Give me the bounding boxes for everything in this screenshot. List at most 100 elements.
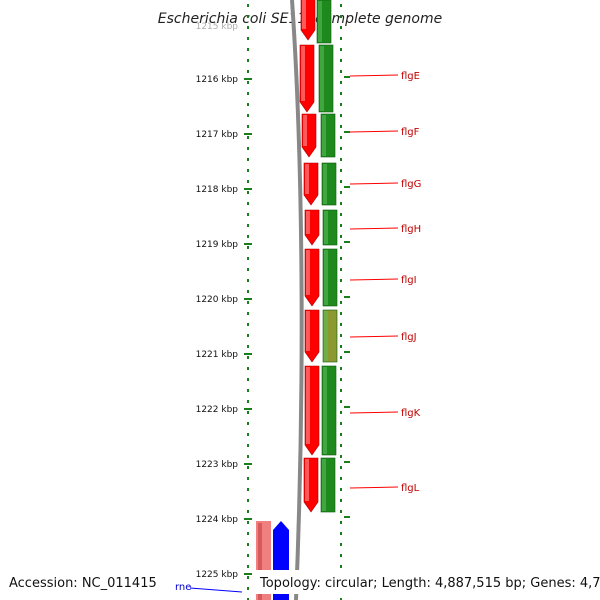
ruler-major-tick [344, 461, 350, 463]
ruler-minor-tick [340, 477, 342, 480]
ruler-minor-tick [247, 279, 249, 282]
ruler-minor-tick [340, 334, 342, 337]
gene-leader-line [349, 182, 399, 185]
tick-label: 1223 kbp [196, 460, 239, 470]
ruler-minor-tick [247, 334, 249, 337]
ruler-minor-tick [247, 26, 249, 29]
ruler-minor-tick [340, 323, 342, 326]
ruler-minor-tick [340, 455, 342, 458]
ruler-minor-tick [340, 103, 342, 106]
ruler-minor-tick [340, 114, 342, 117]
cds-arrow-shine [306, 250, 310, 295]
ruler-minor-tick [247, 290, 249, 293]
tick-label: 1217 kbp [196, 130, 239, 140]
ruler-minor-tick [247, 565, 249, 568]
ruler-minor-tick [247, 488, 249, 491]
ruler-minor-tick [247, 367, 249, 370]
ruler-minor-tick [247, 37, 249, 40]
ruler-minor-tick [340, 367, 342, 370]
cds-arrow-shine [301, 46, 305, 101]
gene-label: flgK [401, 408, 421, 419]
ruler-minor-tick [340, 70, 342, 73]
ruler-minor-tick [247, 268, 249, 271]
ruler-minor-tick [340, 389, 342, 392]
gene-bar-shine [323, 164, 327, 204]
tick-label: 1216 kbp [196, 75, 239, 85]
ruler-minor-tick [247, 532, 249, 535]
pink-feature-shade [258, 523, 262, 600]
gene-bar-shine [318, 1, 322, 42]
ruler-minor-tick [247, 103, 249, 106]
ruler-major-tick [344, 241, 350, 243]
ruler-minor-tick [247, 543, 249, 546]
ruler-major-tick [244, 463, 252, 465]
ruler-minor-tick [340, 422, 342, 425]
ruler-minor-tick [247, 48, 249, 51]
ruler-minor-tick [340, 202, 342, 205]
ruler-minor-tick [340, 257, 342, 260]
ruler-minor-tick [247, 246, 249, 249]
ruler-minor-tick [340, 290, 342, 293]
ruler-minor-tick [340, 92, 342, 95]
ruler-major-tick [244, 78, 252, 80]
gene-leader-line [349, 486, 399, 489]
ruler-minor-tick [340, 26, 342, 29]
ruler-minor-tick [340, 59, 342, 62]
gene-leader-line [349, 227, 399, 230]
ruler-minor-tick [247, 4, 249, 7]
ruler-minor-tick [340, 125, 342, 128]
ruler-major-tick [344, 186, 350, 188]
ruler-minor-tick [247, 554, 249, 557]
gene-bar-shine [322, 459, 326, 511]
ruler-minor-tick [247, 235, 249, 238]
ruler-minor-tick [340, 48, 342, 51]
ruler-minor-tick [340, 15, 342, 18]
tick-label: 1220 kbp [196, 295, 239, 305]
ruler-minor-tick [247, 323, 249, 326]
ruler-minor-tick [340, 224, 342, 227]
ruler-minor-tick [340, 191, 342, 194]
ruler-minor-tick [247, 59, 249, 62]
gene-bar-shine [322, 115, 326, 156]
ruler-minor-tick [340, 268, 342, 271]
ruler-minor-tick [247, 191, 249, 194]
ruler-minor-tick [340, 532, 342, 535]
gene-bar-shine [324, 250, 328, 305]
gene-label: flgF [401, 127, 420, 138]
ruler-minor-tick [247, 15, 249, 18]
ruler-minor-tick [247, 389, 249, 392]
rne-leader-line [189, 587, 243, 593]
ruler-minor-tick [340, 213, 342, 216]
ruler-minor-tick [340, 312, 342, 315]
cds-arrow-shine [305, 459, 309, 501]
summary-box [256, 570, 600, 594]
ruler-minor-tick [247, 587, 249, 590]
ruler-minor-tick [340, 510, 342, 513]
ruler-major-tick [344, 296, 350, 298]
cds-arrow-shine [306, 311, 310, 351]
ruler-minor-tick [340, 136, 342, 139]
tick-label: 1219 kbp [196, 240, 239, 250]
ruler-major-tick [244, 133, 252, 135]
ruler-minor-tick [340, 565, 342, 568]
ruler-minor-tick [340, 158, 342, 161]
ruler-minor-tick [247, 136, 249, 139]
ruler-minor-tick [247, 125, 249, 128]
gene-label: flgE [401, 71, 420, 82]
ruler-minor-tick [247, 433, 249, 436]
gene-label: flgI [401, 275, 417, 286]
gene-leader-line [349, 278, 399, 281]
ruler-minor-tick [247, 444, 249, 447]
ruler-major-tick [244, 353, 252, 355]
cds-arrow-shine [302, 0, 306, 29]
cds-arrow-shine [305, 164, 309, 194]
ruler-minor-tick [247, 70, 249, 73]
ruler-minor-tick [247, 158, 249, 161]
ruler-minor-tick [340, 301, 342, 304]
ruler-major-tick [244, 243, 252, 245]
ruler-minor-tick [340, 279, 342, 282]
ruler-minor-tick [340, 433, 342, 436]
ruler-minor-tick [247, 521, 249, 524]
cds-track [299, 0, 320, 513]
